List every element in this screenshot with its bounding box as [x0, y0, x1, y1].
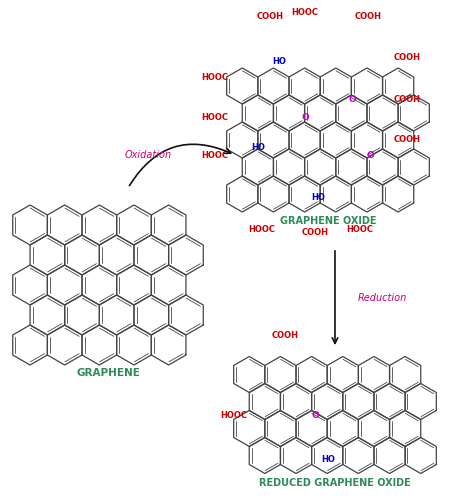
- Text: HO: HO: [251, 144, 265, 153]
- Text: Oxidation: Oxidation: [125, 150, 172, 160]
- Text: Reduction: Reduction: [358, 293, 407, 303]
- Text: COOH: COOH: [301, 228, 328, 237]
- Text: O: O: [348, 95, 356, 104]
- Text: HOOC: HOOC: [201, 151, 228, 159]
- Text: HOOC: HOOC: [346, 225, 374, 234]
- Text: COOH: COOH: [394, 53, 421, 62]
- Text: O: O: [301, 113, 309, 122]
- Text: HOOC: HOOC: [292, 8, 319, 17]
- Text: GRAPHENE OXIDE: GRAPHENE OXIDE: [280, 216, 376, 226]
- Text: HO: HO: [272, 57, 286, 67]
- Text: GRAPHENE: GRAPHENE: [76, 368, 140, 378]
- Text: HOOC: HOOC: [201, 113, 228, 122]
- Text: O: O: [311, 410, 319, 419]
- Text: COOH: COOH: [394, 136, 421, 145]
- Text: COOH: COOH: [256, 12, 283, 21]
- Text: HOOC: HOOC: [201, 74, 228, 83]
- Text: REDUCED GRAPHENE OXIDE: REDUCED GRAPHENE OXIDE: [259, 478, 411, 487]
- Text: O: O: [366, 151, 374, 159]
- Text: HO: HO: [321, 456, 335, 465]
- Text: COOH: COOH: [272, 331, 299, 340]
- Text: HO: HO: [311, 194, 325, 203]
- Text: HOOC: HOOC: [220, 410, 247, 419]
- Text: COOH: COOH: [355, 12, 382, 21]
- Text: COOH: COOH: [394, 95, 421, 104]
- Text: HOOC: HOOC: [248, 225, 275, 234]
